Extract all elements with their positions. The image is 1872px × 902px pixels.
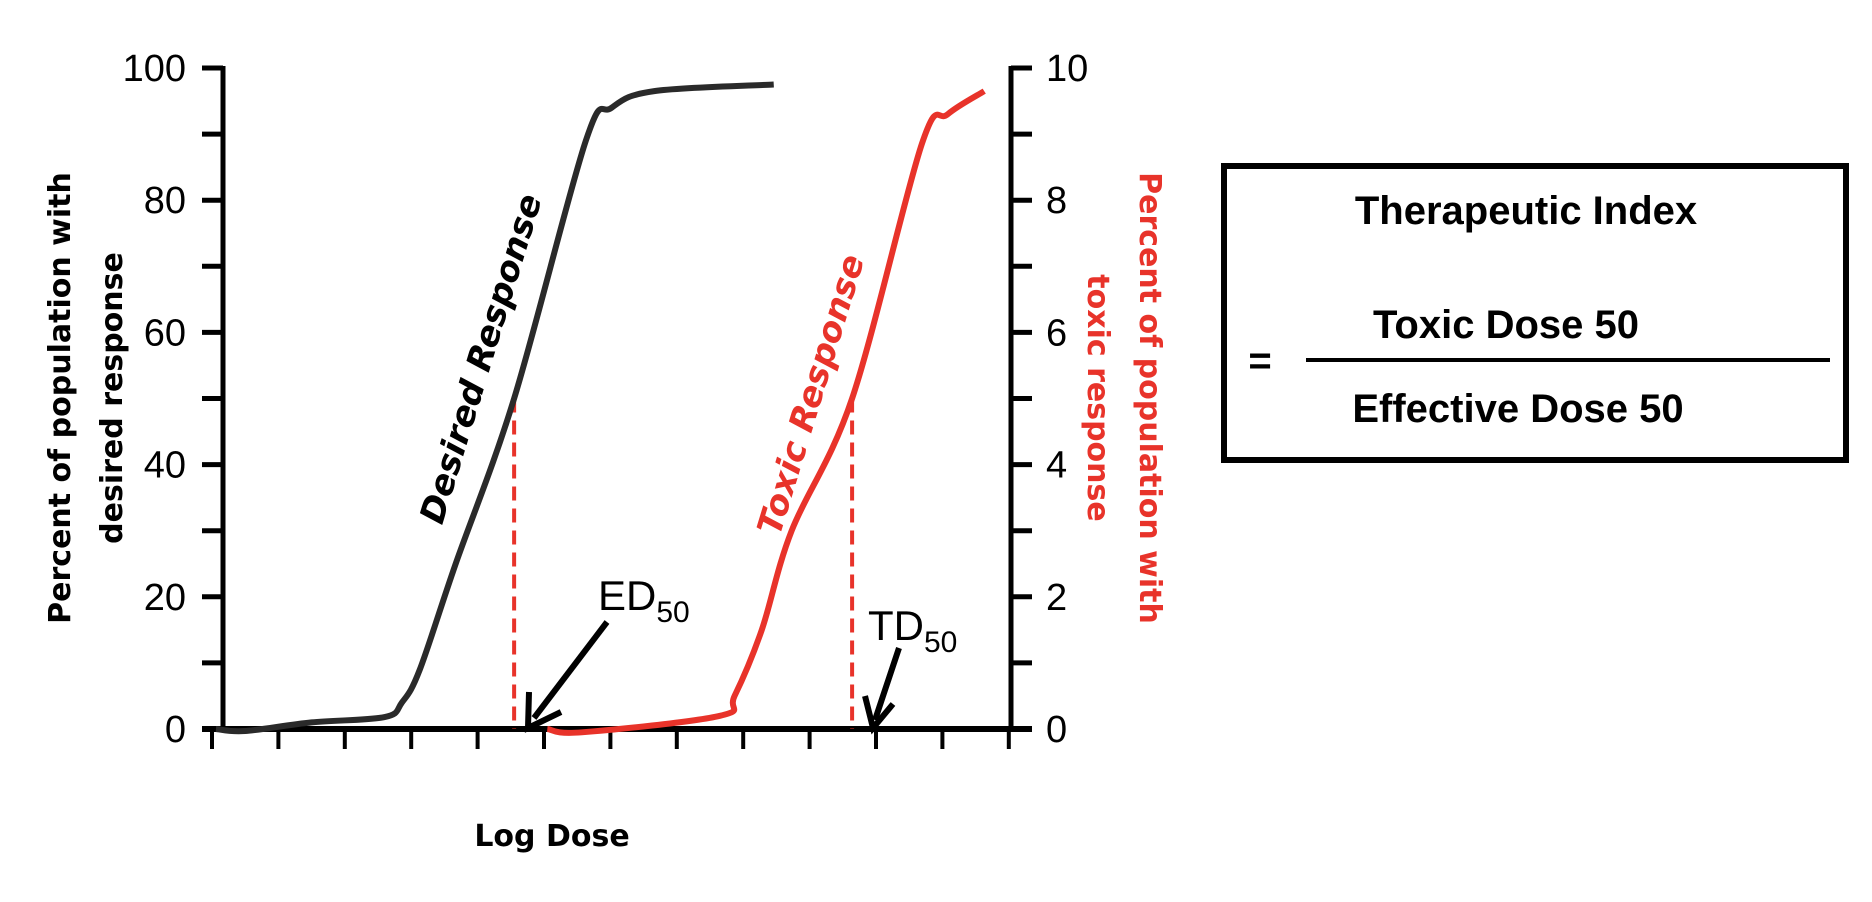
toxic-response-curve [546,88,986,736]
formula-title: Therapeutic Index [1355,189,1697,233]
y-left-tick-label: 60 [144,312,186,354]
curve-label-desired: Desired Response [412,189,550,528]
y-left-tick-label: 40 [144,445,186,487]
marks [215,81,986,736]
ed50-main: ED [598,572,656,619]
y-left-tick-label: 0 [165,709,186,751]
y-right-tick-label: 10 [1046,48,1088,90]
y-right-tick-label: 6 [1046,312,1067,354]
y-left-tick-label: 100 [123,48,186,90]
y-right-tick-label: 2 [1046,577,1067,619]
y-left-tick-label: 80 [144,180,186,222]
formula-box-border [1221,163,1849,463]
therapeutic-index-box: Therapeutic Index = Toxic Dose 50 Effect… [1221,163,1849,463]
y-right-title-line1: Percent of population with [1132,172,1167,624]
axes: 0 20 40 60 80 100 0 2 4 6 8 10 [123,48,1089,751]
td50-main: TD [868,602,924,649]
y-left-title-line1: Percent of population with [43,172,78,624]
y-left-title-line2: desired response [95,252,130,544]
y-left-tick-label: 20 [144,577,186,619]
y-right-tick-label: 4 [1046,445,1067,487]
td50-subscript: 50 [924,626,957,659]
y-axis-left-title: Percent of population with desired respo… [43,172,130,624]
formula-equals: = [1248,339,1271,383]
ed50-arrow [524,620,610,733]
ed50-label: ED50 [598,572,690,629]
y-right-title-line2: toxic response [1080,274,1115,521]
td50-label: TD50 [868,602,957,659]
desired-response-curve [215,81,774,735]
y-right-tick-label: 0 [1046,709,1067,751]
td50-arrow [862,647,902,735]
y-right-tick-label: 8 [1046,180,1067,222]
formula-numerator: Toxic Dose 50 [1373,303,1639,347]
formula-denominator: Effective Dose 50 [1352,387,1683,431]
x-axis-title: Log Dose [474,819,629,854]
y-axis-right-title: Percent of population with toxic respons… [1080,172,1167,624]
ed50-subscript: 50 [656,596,689,629]
